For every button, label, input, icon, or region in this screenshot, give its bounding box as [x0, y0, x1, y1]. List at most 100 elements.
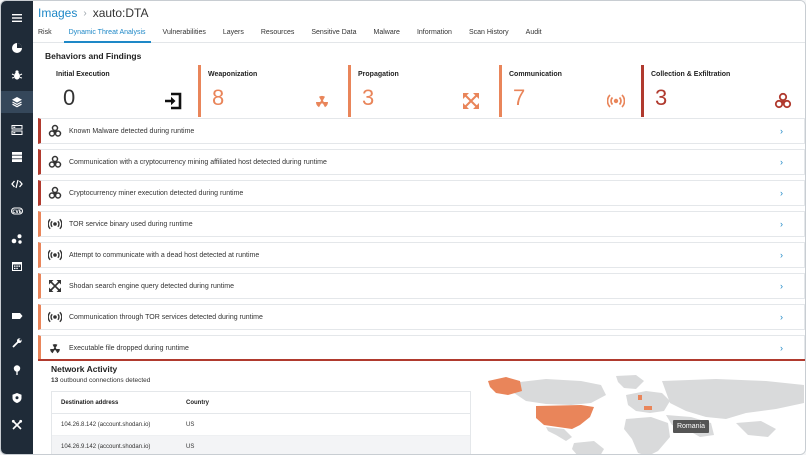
- connections-label: outbound connections detected: [60, 377, 151, 384]
- finding-row[interactable]: TOR service binary used during runtime ›: [38, 211, 805, 237]
- finding-row[interactable]: Attempt to communicate with a dead host …: [38, 242, 805, 268]
- chevron-right-icon[interactable]: ›: [780, 343, 783, 353]
- table-header: Destination address Country: [52, 392, 470, 414]
- stat-weaponization[interactable]: Weaponization 8: [198, 65, 342, 117]
- chevron-right-icon[interactable]: ›: [780, 126, 783, 136]
- tab-layers[interactable]: Layers: [222, 29, 244, 36]
- tab-sensitive-data[interactable]: Sensitive Data: [311, 29, 357, 36]
- layers-icon[interactable]: [1, 91, 33, 113]
- stat-communication[interactable]: Communication 7: [499, 65, 642, 117]
- stat-severity-bar: [348, 65, 351, 117]
- finding-row[interactable]: Executable file dropped during runtime ›: [38, 335, 805, 361]
- stat-initial-execution[interactable]: Initial Execution 0: [41, 65, 191, 117]
- country-cell: US: [186, 421, 195, 428]
- stat-label: Propagation: [358, 71, 399, 78]
- tab-resources[interactable]: Resources: [260, 29, 295, 36]
- shield-icon[interactable]: [1, 387, 33, 409]
- stat-propagation[interactable]: Propagation 3: [348, 65, 492, 117]
- tag-icon[interactable]: [1, 305, 33, 327]
- tab-malware[interactable]: Malware: [373, 29, 400, 36]
- country-cell: US: [186, 443, 195, 450]
- world-map[interactable]: [486, 373, 806, 455]
- breadcrumb-images-link[interactable]: Images: [38, 6, 78, 20]
- tab-audit[interactable]: Audit: [525, 29, 542, 36]
- map-region-mexico: [546, 427, 572, 441]
- finding-text: Communication through TOR services detec…: [69, 313, 263, 321]
- biohazard-icon: [774, 92, 792, 109]
- stat-value: 7: [513, 85, 526, 110]
- tab-bar: Risk Dynamic Threat Analysis Vulnerabili…: [33, 25, 805, 43]
- map-region-europe: [626, 391, 670, 413]
- table-row[interactable]: 104.26.9.142 (account.shodan.io) US: [52, 436, 470, 454]
- biohazard-icon: [48, 155, 62, 168]
- map-region-south-america: [572, 441, 604, 454]
- broadcast-icon: [607, 94, 625, 108]
- finding-row[interactable]: Known Malware detected during runtime ›: [38, 118, 805, 144]
- finding-text: Executable file dropped during runtime: [69, 344, 189, 352]
- cvss-icon[interactable]: CVE: [1, 200, 33, 222]
- radiation-icon: [50, 344, 60, 354]
- column-country[interactable]: Country: [186, 399, 209, 406]
- map-region-africa: [624, 417, 670, 454]
- expand-arrows-icon: [463, 93, 479, 109]
- breadcrumb: Images › xauto:DTA: [33, 1, 805, 25]
- stat-label: Communication: [509, 71, 562, 78]
- biohazard-icon: [48, 186, 62, 199]
- finding-text: Shodan search engine query detected duri…: [69, 282, 234, 290]
- network-connections-summary: 13 outbound connections detected: [51, 377, 150, 384]
- bug-icon[interactable]: [1, 64, 33, 86]
- network-activity-title: Network Activity: [51, 364, 118, 374]
- map-region-greenland: [616, 375, 644, 389]
- tab-dynamic-threat-analysis[interactable]: Dynamic Threat Analysis: [63, 25, 151, 43]
- stat-severity-bar: [198, 65, 201, 117]
- tab-information[interactable]: Information: [416, 29, 452, 36]
- map-region-asia: [662, 379, 804, 419]
- table-row[interactable]: 104.26.8.142 (account.shodan.io) US: [52, 414, 470, 436]
- calendar-icon[interactable]: [1, 255, 33, 277]
- nodes-icon[interactable]: [1, 228, 33, 250]
- finding-text: Communication with a cryptocurrency mini…: [69, 158, 327, 166]
- network-icon[interactable]: [1, 119, 33, 141]
- column-destination-address[interactable]: Destination address: [61, 399, 119, 406]
- finding-row[interactable]: Shodan search engine query detected duri…: [38, 273, 805, 299]
- findings-list: Known Malware detected during runtime › …: [38, 118, 805, 366]
- sidebar: CVE: [1, 1, 33, 454]
- chevron-right-icon[interactable]: ›: [780, 281, 783, 291]
- dashboard-icon[interactable]: [1, 37, 33, 59]
- wrench-icon[interactable]: [1, 332, 33, 354]
- finding-text: Known Malware detected during runtime: [69, 127, 195, 135]
- tab-vulnerabilities[interactable]: Vulnerabilities: [162, 29, 206, 36]
- chevron-right-icon[interactable]: ›: [780, 219, 783, 229]
- finding-row[interactable]: Cryptocurrency miner execution detected …: [38, 180, 805, 206]
- map-region-usa: [536, 405, 594, 429]
- finding-row[interactable]: Communication with a cryptocurrency mini…: [38, 149, 805, 175]
- destination-address-cell: 104.26.9.142 (account.shodan.io): [61, 443, 151, 450]
- tab-risk[interactable]: Risk: [38, 29, 52, 36]
- stat-severity-bar: [641, 65, 644, 117]
- map-region-southeast-asia: [736, 421, 776, 437]
- pin-icon[interactable]: [1, 359, 33, 381]
- stat-collection-exfiltration[interactable]: Collection & Exfiltration 3: [641, 65, 805, 117]
- finding-text: Attempt to communicate with a dead host …: [69, 251, 260, 259]
- map-region-highlight-1: [638, 395, 642, 400]
- chevron-right-icon[interactable]: ›: [780, 312, 783, 322]
- broadcast-icon: [48, 218, 62, 230]
- behavior-stats: Initial Execution 0 Weaponization 8 Prop…: [41, 65, 805, 117]
- code-icon[interactable]: [1, 173, 33, 195]
- radiation-icon: [316, 95, 328, 108]
- breadcrumb-separator-icon: ›: [83, 7, 87, 19]
- tools-icon[interactable]: [1, 414, 33, 436]
- chevron-right-icon[interactable]: ›: [780, 188, 783, 198]
- chevron-right-icon[interactable]: ›: [780, 157, 783, 167]
- connections-table: Destination address Country 104.26.8.142…: [51, 391, 471, 454]
- finding-row[interactable]: Communication through TOR services detec…: [38, 304, 805, 330]
- server-icon[interactable]: [1, 146, 33, 168]
- map-region-romania: [644, 406, 652, 410]
- expand-arrows-icon: [49, 280, 61, 292]
- chevron-right-icon[interactable]: ›: [780, 250, 783, 260]
- tab-scan-history[interactable]: Scan History: [468, 29, 509, 36]
- menu-icon[interactable]: [1, 7, 33, 29]
- page-title: xauto:DTA: [92, 6, 149, 20]
- stat-value: 0: [63, 85, 76, 110]
